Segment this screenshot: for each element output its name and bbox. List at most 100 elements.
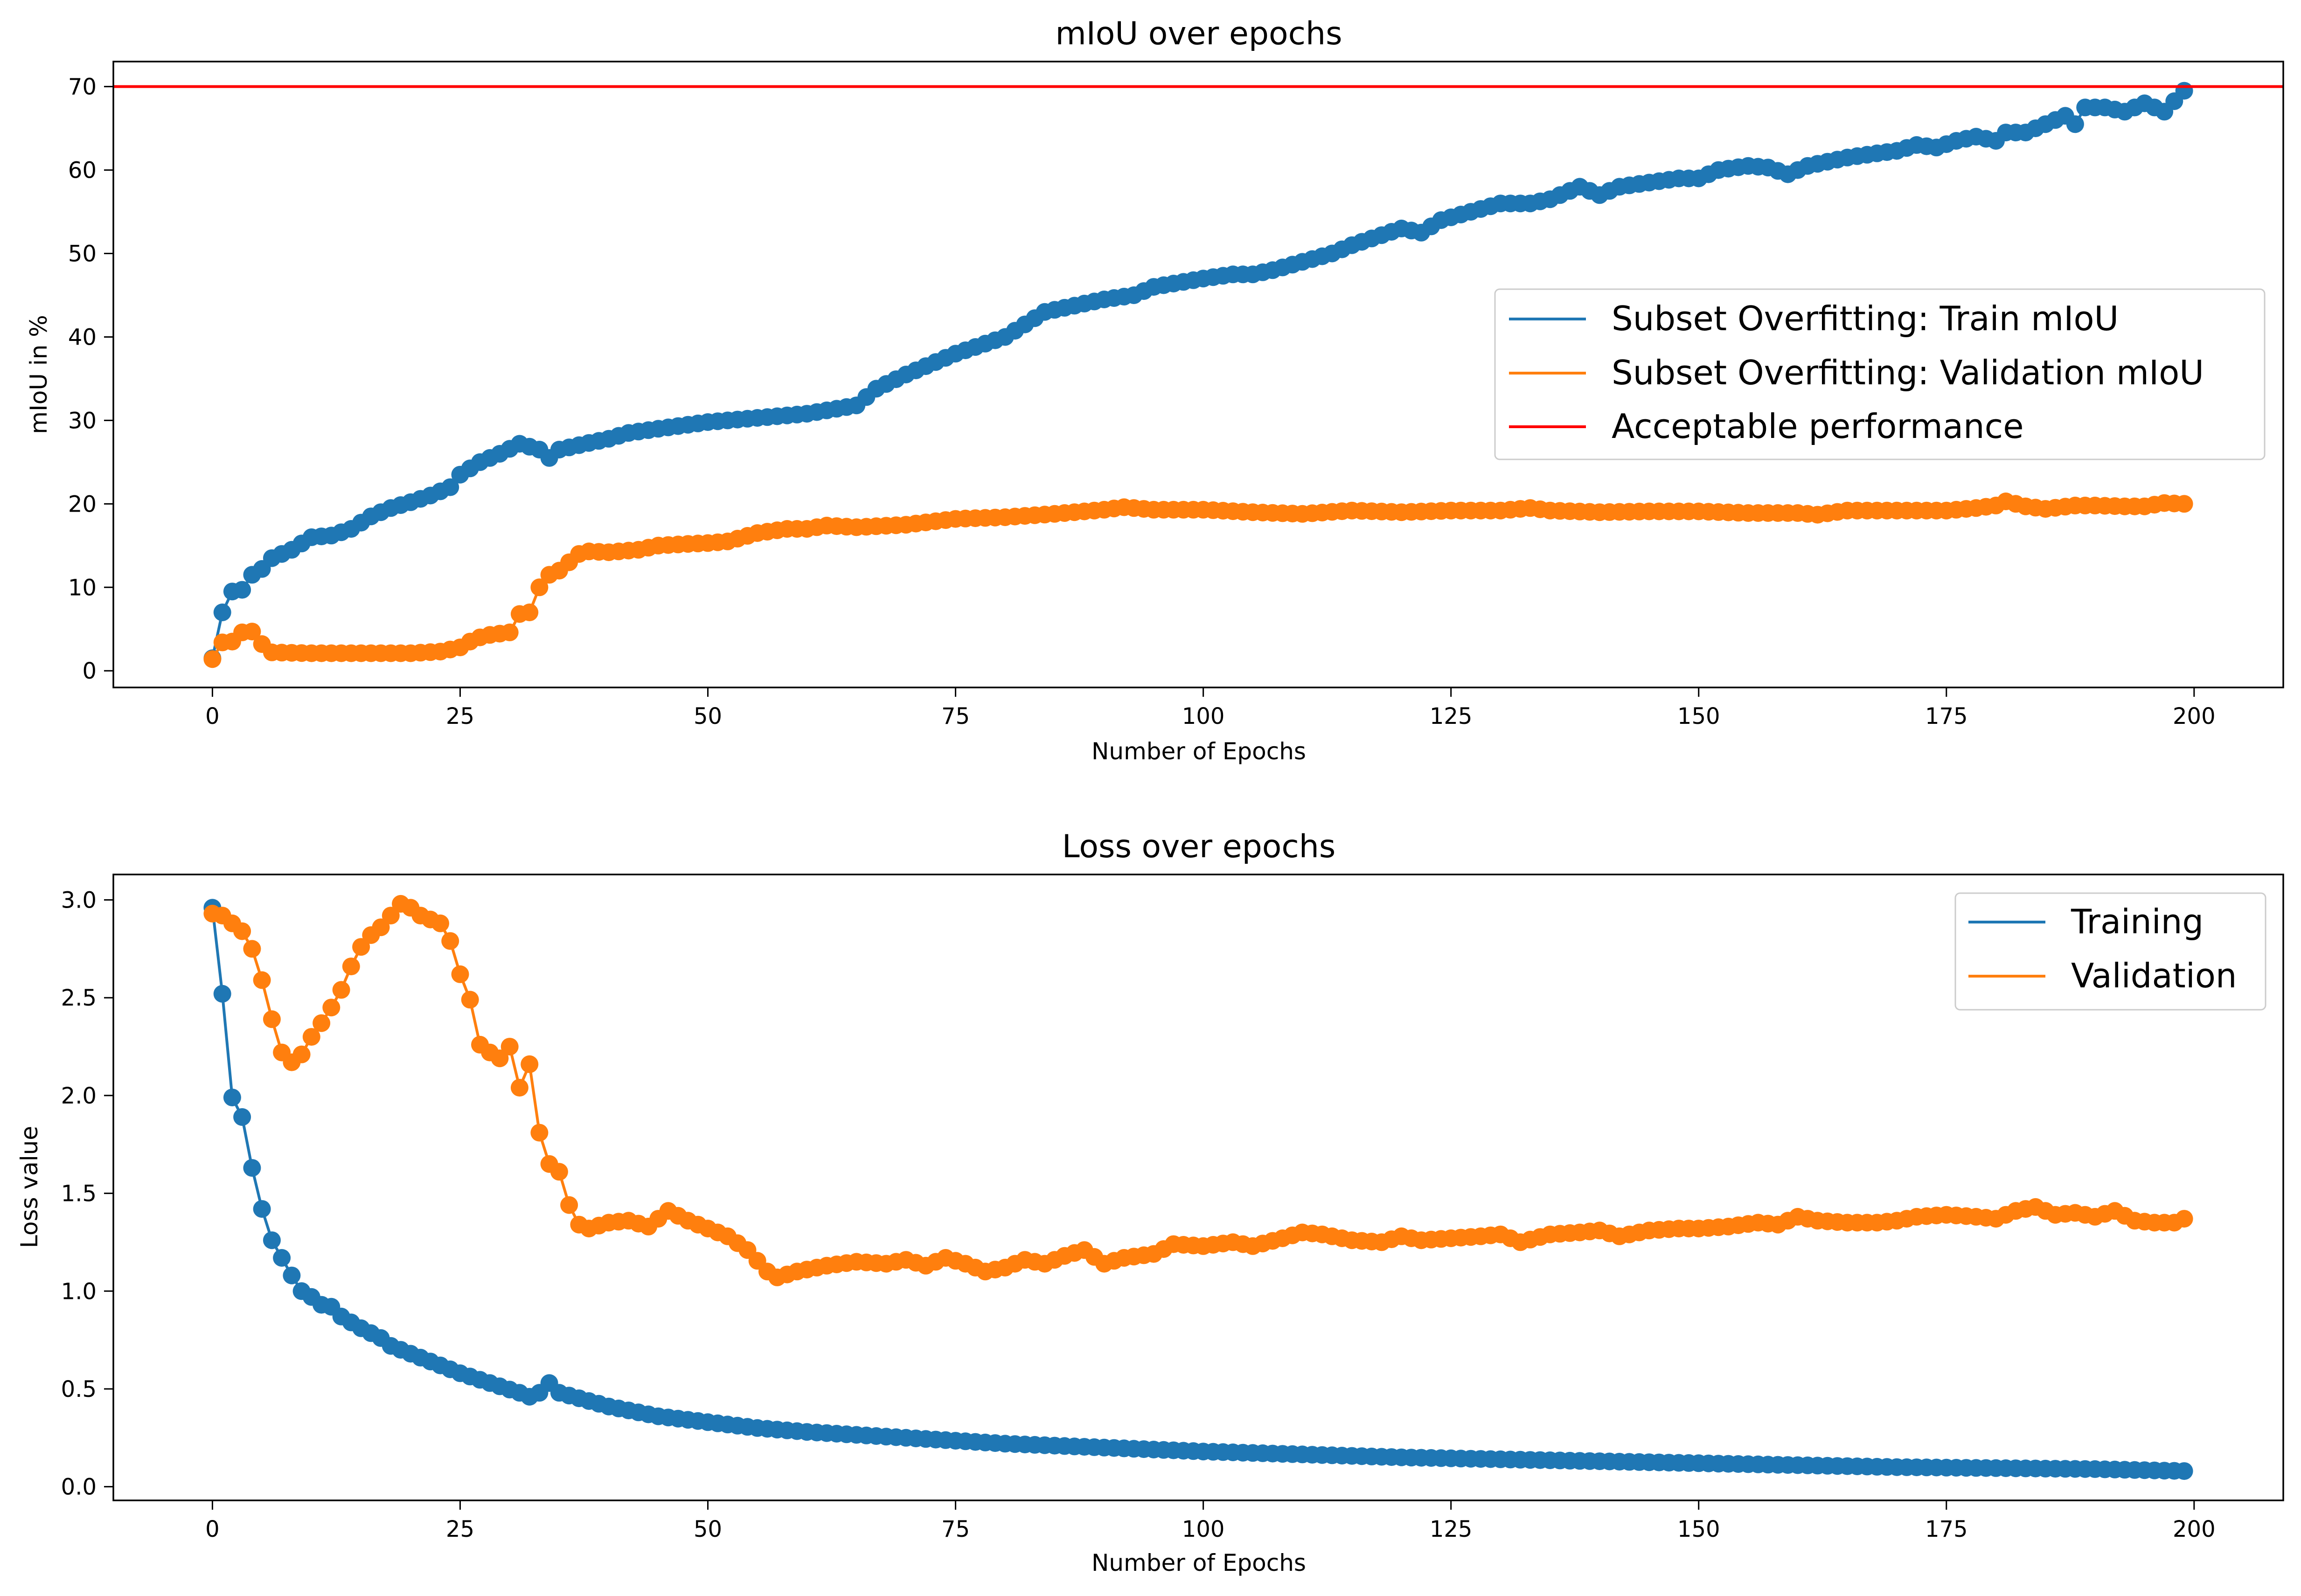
data-point-training [213, 985, 231, 1003]
x-tick-label: 200 [2173, 703, 2216, 729]
data-point-subset-overfitting-validation-miou [530, 578, 549, 597]
loss-y-ticks: 0.0 0.5 1.0 1.5 2.0 2.5 3.0 [61, 888, 113, 1500]
legend-label-validation-miou: Subset Overfitting: Validation mIoU [1612, 353, 2204, 392]
data-point-validation [352, 938, 370, 956]
miou-y-axis-label: mIoU in % [25, 315, 52, 434]
data-point-validation [292, 1045, 311, 1063]
x-tick-label: 150 [1677, 703, 1720, 729]
y-tick-label: 20 [68, 491, 97, 517]
y-tick-label: 0.0 [61, 1474, 97, 1500]
x-tick-label: 125 [1430, 1516, 1473, 1542]
data-point-validation [302, 1028, 320, 1046]
loss-axes-frame [112, 874, 2284, 1501]
data-point-subset-overfitting-train-miou [213, 604, 231, 621]
data-point-validation [451, 965, 469, 983]
y-tick-label: 2.5 [61, 985, 97, 1011]
legend-label-acceptable-performance: Acceptable performance [1612, 407, 2024, 446]
data-point-validation [521, 1055, 539, 1073]
data-point-subset-overfitting-validation-miou [203, 650, 222, 668]
y-tick-label: 0.5 [61, 1376, 97, 1402]
miou-y-ticks: 0 10 20 30 40 50 60 70 [68, 74, 113, 684]
loss-x-ticks: 0 25 50 75 100 125 150 175 200 [205, 1500, 2216, 1542]
miou-axes-frame [112, 61, 2284, 688]
x-tick-label: 150 [1677, 1516, 1720, 1542]
data-point-training [233, 1108, 251, 1126]
y-tick-label: 2.0 [61, 1083, 97, 1109]
data-point-subset-overfitting-train-miou [441, 478, 459, 496]
data-point-subset-overfitting-train-miou [2175, 82, 2193, 100]
x-tick-label: 50 [694, 703, 722, 729]
data-point-subset-overfitting-validation-miou [501, 623, 519, 641]
data-point-validation [342, 958, 360, 976]
y-tick-label: 60 [68, 158, 97, 184]
y-tick-label: 1.5 [61, 1181, 97, 1207]
data-point-validation [510, 1079, 528, 1097]
miou-x-ticks: 0 25 50 75 100 125 150 175 200 [205, 687, 2216, 729]
x-tick-label: 100 [1182, 703, 1225, 729]
loss-chart: Loss over epochs 0 25 50 75 100 125 150 175 200 … [16, 828, 2284, 1576]
data-point-subset-overfitting-validation-miou [2175, 495, 2193, 513]
data-point-validation [253, 971, 271, 989]
data-point-validation [233, 922, 251, 940]
y-tick-label: 40 [68, 324, 97, 350]
data-point-validation [501, 1038, 519, 1056]
data-point-validation [431, 914, 449, 932]
loss-legend: Training Validation [1954, 892, 2266, 1011]
data-point-training [223, 1089, 241, 1107]
x-tick-label: 100 [1182, 1516, 1225, 1542]
x-tick-label: 75 [941, 703, 970, 729]
data-point-validation [263, 1010, 281, 1028]
data-point-validation [332, 981, 350, 999]
miou-legend: Subset Overfitting: Train mIoU Subset Ov… [1494, 288, 2266, 460]
data-point-validation [550, 1163, 568, 1181]
x-tick-label: 50 [694, 1516, 722, 1542]
x-tick-label: 75 [941, 1516, 970, 1542]
data-point-validation [461, 991, 479, 1009]
data-point-training [273, 1249, 291, 1267]
miou-chart: mIoU over epochs 0 25 50 75 100 125 150 175 200 … [25, 15, 2284, 765]
legend-label-training: Training [2071, 902, 2204, 941]
legend-label-train-miou: Subset Overfitting: Train mIoU [1612, 299, 2119, 338]
miou-chart-title: mIoU over epochs [1055, 15, 1342, 52]
miou-plot-area [113, 82, 2283, 668]
data-point-subset-overfitting-train-miou [233, 581, 251, 599]
x-tick-label: 25 [446, 703, 474, 729]
loss-x-axis-label: Number of Epochs [1091, 1549, 1306, 1576]
data-point-training [283, 1266, 301, 1284]
data-point-validation [530, 1124, 549, 1142]
data-point-validation [441, 932, 459, 950]
data-point-training [243, 1159, 261, 1177]
y-tick-label: 30 [68, 408, 97, 434]
legend-label-validation: Validation [2071, 956, 2237, 995]
data-point-training [263, 1231, 281, 1249]
data-point-subset-overfitting-train-miou [2066, 115, 2084, 133]
data-point-training [253, 1200, 271, 1218]
data-point-training [2175, 1462, 2193, 1480]
miou-legend-frame [1494, 288, 2266, 460]
loss-y-axis-label: Loss value [16, 1126, 43, 1248]
miou-x-axis-label: Number of Epochs [1091, 738, 1306, 765]
data-point-validation [322, 999, 341, 1017]
x-tick-label: 25 [446, 1516, 474, 1542]
data-point-validation [2175, 1210, 2193, 1228]
x-tick-label: 175 [1925, 1516, 1968, 1542]
y-tick-label: 3.0 [61, 888, 97, 914]
data-point-subset-overfitting-validation-miou [243, 623, 261, 641]
loss-chart-title: Loss over epochs [1062, 828, 1336, 865]
x-tick-label: 200 [2173, 1516, 2216, 1542]
x-tick-label: 0 [205, 1516, 220, 1542]
y-tick-label: 10 [68, 575, 97, 601]
loss-plot-area [203, 895, 2193, 1480]
data-point-validation [313, 1014, 331, 1032]
x-tick-label: 175 [1925, 703, 1968, 729]
data-point-validation [491, 1049, 509, 1068]
data-point-validation [560, 1196, 578, 1214]
y-tick-label: 70 [68, 74, 97, 100]
data-point-validation [372, 918, 390, 937]
y-tick-label: 0 [82, 658, 97, 684]
y-tick-label: 1.0 [61, 1278, 97, 1305]
data-point-subset-overfitting-validation-miou [521, 604, 539, 621]
data-point-validation [243, 940, 261, 958]
